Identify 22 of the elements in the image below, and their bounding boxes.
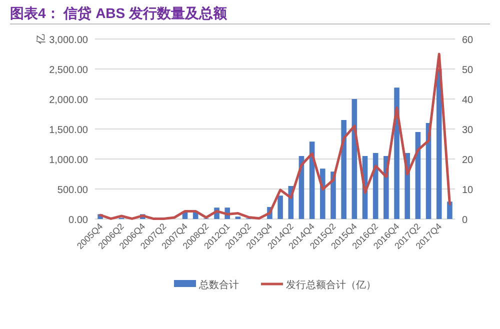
bar <box>447 202 452 219</box>
legend-label: 发行总额合计（亿） <box>286 279 376 291</box>
bar <box>341 120 346 219</box>
y2-tick-label: 60 <box>462 35 474 46</box>
y2-tick-label: 10 <box>462 185 474 196</box>
y-tick-label: 3,000.00 <box>49 35 88 46</box>
y-tick-label: 2,500.00 <box>49 65 88 76</box>
y2-tick-label: 50 <box>462 65 474 76</box>
legend-label: 总数合计 <box>198 279 239 291</box>
y-tick-label: 2,000.00 <box>49 95 88 106</box>
y2-tick-label: 0 <box>462 215 468 226</box>
y-axis-title: 亿 <box>36 34 47 45</box>
y-tick-label: 1,500.00 <box>49 125 88 136</box>
y2-tick-label: 20 <box>462 155 474 166</box>
y2-tick-label: 30 <box>462 125 474 136</box>
y2-tick-label: 40 <box>462 95 474 106</box>
y-tick-label: 0.00 <box>68 215 88 226</box>
y-tick-label: 500.00 <box>57 185 88 196</box>
bar <box>278 196 283 219</box>
line-series <box>99 52 451 220</box>
y-tick-label: 1,000.00 <box>49 155 88 166</box>
chart-title: 图表4： 信贷 ABS 发行数量及总额 <box>10 5 228 21</box>
